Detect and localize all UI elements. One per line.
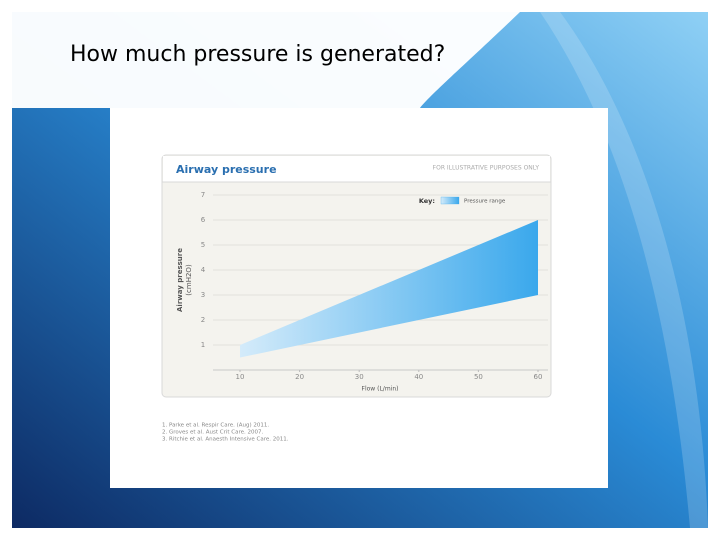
y-tick-label: 4: [201, 266, 206, 274]
chart-header: [163, 156, 550, 182]
chart-subtitle: FOR ILLUSTRATIVE PURPOSES ONLY: [433, 165, 540, 172]
footnote: 2. Groves et al. Aust Crit Care. 2007.: [162, 430, 263, 436]
y-tick-label: 7: [201, 191, 205, 199]
y-axis-unit: (cmH2O): [185, 264, 193, 296]
background-swoosh: [540, 12, 708, 528]
x-tick-label: 20: [295, 373, 304, 381]
pressure-range: [240, 220, 538, 358]
footnote: 3. Ritchie et al. Anaesth Intensive Care…: [162, 437, 289, 443]
chart-frame: [161, 154, 552, 398]
chart-title: Airway pressure: [176, 163, 277, 176]
y-axis-label: Airway pressure: [176, 248, 184, 312]
x-tick-label: 60: [534, 373, 543, 381]
x-tick-label: 40: [414, 373, 423, 381]
legend-label: Pressure range: [464, 199, 506, 205]
slide-title: How much pressure is generated?: [70, 42, 445, 67]
legend-swatch: [440, 196, 460, 205]
x-tick-label: 10: [236, 373, 245, 381]
y-tick-label: 1: [201, 341, 205, 349]
y-tick-label: 6: [201, 216, 206, 224]
legend-title: Key:: [419, 197, 435, 205]
x-tick-label: 30: [355, 373, 364, 381]
x-axis-label: Flow (L/min): [362, 386, 399, 393]
y-tick-label: 5: [201, 241, 205, 249]
background-swoosh: [12, 12, 520, 108]
x-tick-label: 50: [474, 373, 483, 381]
y-tick-label: 3: [201, 291, 205, 299]
footnote: 1. Parke et al. Respir Care. (Aug) 2011.: [162, 423, 269, 429]
y-tick-label: 2: [201, 316, 205, 324]
